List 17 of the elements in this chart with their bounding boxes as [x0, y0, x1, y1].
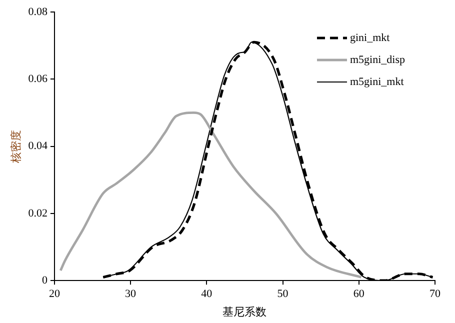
x-axis-title: 基尼系数	[222, 305, 267, 318]
y-tick-label: 0.02	[28, 207, 48, 220]
y-tick-label: 0.04	[28, 140, 48, 152]
legend-label: m5gini_disp	[350, 54, 406, 66]
line-series	[59, 112, 362, 278]
x-tick-label: 30	[125, 288, 137, 300]
x-tick-label: 60	[353, 288, 365, 300]
x-tick-label: 40	[201, 288, 213, 300]
y-axis-title: 核密度	[9, 130, 22, 164]
x-tick-label: 20	[48, 288, 60, 300]
x-tick-label: 50	[277, 288, 289, 300]
legend-label: m5gini_mkt	[350, 76, 404, 88]
y-tick-label: 0.08	[28, 6, 48, 18]
x-tick-label: 70	[430, 288, 441, 300]
y-tick-label: 0	[42, 274, 48, 286]
y-tick-label: 0.06	[28, 73, 48, 86]
legend-label: gini_mkt	[350, 32, 390, 44]
